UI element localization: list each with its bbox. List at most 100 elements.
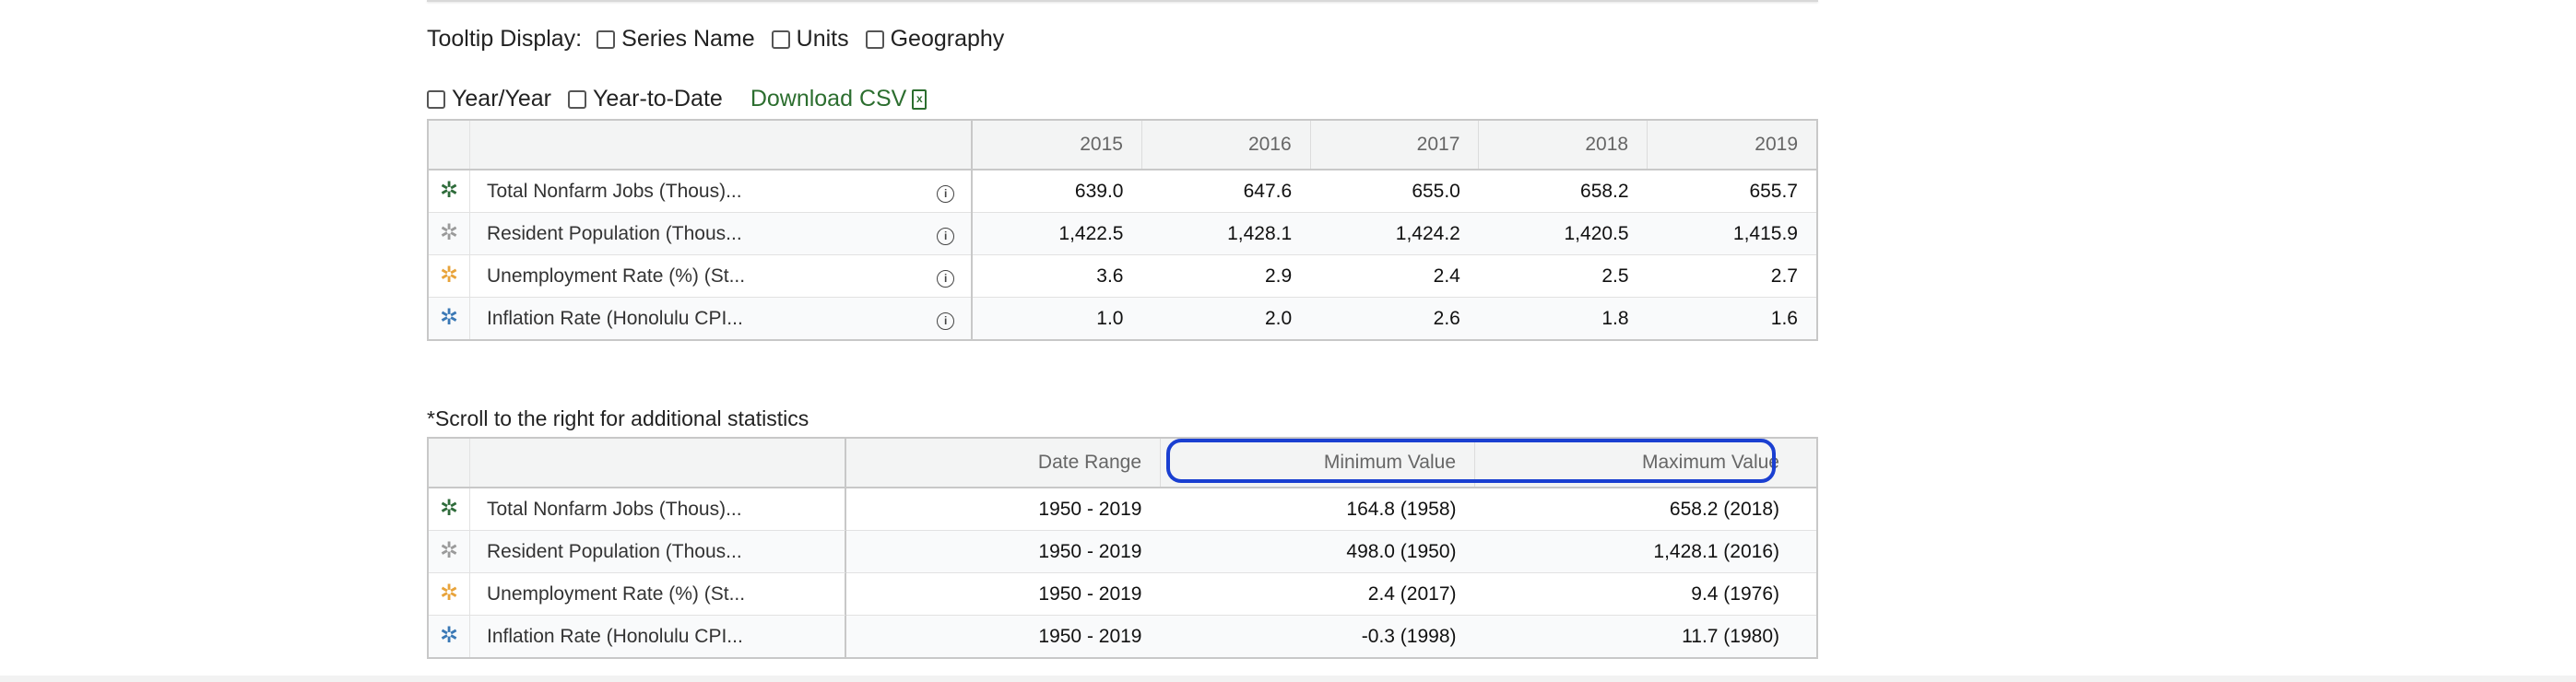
series-info[interactable]: i (927, 170, 974, 213)
series-settings[interactable]: ✲ (428, 254, 470, 298)
units-checkbox[interactable] (771, 29, 790, 49)
series-info[interactable]: i (927, 212, 974, 255)
header-year: 2017 (1309, 120, 1479, 170)
geography-checkbox[interactable] (865, 29, 884, 49)
value-cell: 1.6 (1647, 297, 1817, 340)
spacer-cell (1798, 530, 1817, 573)
header-series (469, 438, 846, 488)
series-name: Inflation Rate (Honolulu CPI... (469, 297, 928, 340)
series-settings[interactable]: ✲ (428, 212, 470, 255)
series-settings[interactable]: ✲ (428, 572, 470, 616)
header-blank (428, 120, 470, 170)
series-name: Total Nonfarm Jobs (Thous)... (469, 488, 846, 531)
year-year-option[interactable]: Year/Year (427, 86, 551, 112)
value-cell: 655.0 (1310, 170, 1479, 213)
year-year-checkbox[interactable] (427, 89, 445, 109)
header-year: 2019 (1647, 120, 1817, 170)
table-row: ✲ Total Nonfarm Jobs (Thous)... 1950 - 2… (428, 488, 1817, 531)
series-settings[interactable]: ✲ (428, 530, 470, 573)
gear-icon[interactable]: ✲ (439, 178, 459, 203)
top-panel-edge (427, 0, 1818, 2)
value-cell: 1,415.9 (1647, 212, 1817, 255)
units-label: Units (796, 26, 849, 52)
yearly-data-table: 2015 2016 2017 2018 2019 ✲ Total Nonfarm… (427, 119, 1818, 341)
header-series (469, 120, 974, 170)
tooltip-geography-option[interactable]: Geography (865, 26, 1004, 53)
gear-icon[interactable]: ✲ (439, 220, 459, 245)
year-to-date-checkbox[interactable] (567, 89, 586, 109)
value-cell: 2.9 (1141, 254, 1311, 298)
series-name: Unemployment Rate (%) (St... (469, 254, 928, 298)
series-settings[interactable]: ✲ (428, 488, 470, 531)
min-value-cell: 498.0 (1950) (1160, 530, 1475, 573)
value-cell: 1,424.2 (1310, 212, 1479, 255)
value-cell: 655.7 (1647, 170, 1817, 213)
series-name: Resident Population (Thous... (469, 212, 928, 255)
info-icon[interactable]: i (937, 269, 955, 288)
value-cell: 2.5 (1478, 254, 1648, 298)
table-row: ✲ Inflation Rate (Honolulu CPI... i 1.0 … (428, 297, 1817, 340)
series-name: Unemployment Rate (%) (St... (469, 572, 846, 616)
header-spacer (1798, 438, 1817, 488)
header-year: 2018 (1478, 120, 1648, 170)
series-name-label: Series Name (621, 26, 755, 52)
info-icon[interactable]: i (937, 312, 955, 330)
statistics-table: Date Range Minimum Value Maximum Value ✲… (427, 437, 1818, 659)
spacer-cell (1798, 488, 1817, 531)
tooltip-units-option[interactable]: Units (771, 26, 849, 53)
spacer-cell (1798, 572, 1817, 616)
table-row: ✲ Unemployment Rate (%) (St... i 3.6 2.9… (428, 254, 1817, 298)
gear-icon[interactable]: ✲ (439, 538, 459, 563)
value-cell: 1,422.5 (972, 212, 1142, 255)
download-csv-label: Download CSV (750, 86, 907, 112)
value-cell: 2.0 (1141, 297, 1311, 340)
date-range-cell: 1950 - 2019 (845, 615, 1161, 658)
tooltip-series-name-option[interactable]: Series Name (597, 26, 755, 53)
value-cell: 1,428.1 (1141, 212, 1311, 255)
gear-icon[interactable]: ✲ (439, 496, 459, 521)
value-cell: 658.2 (1478, 170, 1648, 213)
gear-icon[interactable]: ✲ (439, 581, 459, 606)
scroll-note: *Scroll to the right for additional stat… (427, 406, 809, 430)
series-settings[interactable]: ✲ (428, 297, 470, 340)
table-row: ✲ Resident Population (Thous... 1950 - 2… (428, 530, 1817, 573)
table-header-row: 2015 2016 2017 2018 2019 (428, 120, 1817, 170)
max-value-cell: 1,428.1 (2016) (1474, 530, 1798, 573)
info-icon[interactable]: i (937, 227, 955, 245)
header-blank (428, 438, 470, 488)
series-name-checkbox[interactable] (597, 29, 616, 49)
min-value-cell: -0.3 (1998) (1160, 615, 1475, 658)
value-cell: 3.6 (972, 254, 1142, 298)
year-to-date-label: Year-to-Date (592, 86, 723, 112)
value-cell: 1.0 (972, 297, 1142, 340)
info-icon[interactable]: i (937, 184, 955, 203)
table-options: Year/Year Year-to-Date Download CSV x (427, 86, 928, 112)
header-minimum-value: Minimum Value (1160, 438, 1475, 488)
value-cell: 2.4 (1310, 254, 1479, 298)
year-year-label: Year/Year (452, 86, 551, 112)
table-header-row: Date Range Minimum Value Maximum Value (428, 438, 1817, 488)
bottom-page-edge (0, 676, 2576, 682)
series-name: Inflation Rate (Honolulu CPI... (469, 615, 846, 658)
max-value-cell: 9.4 (1976) (1474, 572, 1798, 616)
table-row: ✲ Inflation Rate (Honolulu CPI... 1950 -… (428, 615, 1817, 658)
table-row: ✲ Unemployment Rate (%) (St... 1950 - 20… (428, 572, 1817, 616)
series-name: Total Nonfarm Jobs (Thous)... (469, 170, 928, 213)
tooltip-display-label: Tooltip Display: (427, 26, 583, 52)
series-info[interactable]: i (927, 254, 974, 298)
download-csv-link[interactable]: Download CSV x (750, 86, 928, 112)
series-settings[interactable]: ✲ (428, 615, 470, 658)
year-to-date-option[interactable]: Year-to-Date (567, 86, 723, 112)
date-range-cell: 1950 - 2019 (845, 572, 1161, 616)
gear-icon[interactable]: ✲ (439, 623, 459, 648)
gear-icon[interactable]: ✲ (439, 263, 459, 288)
series-info[interactable]: i (927, 297, 974, 340)
min-value-cell: 2.4 (2017) (1160, 572, 1475, 616)
spacer-cell (1798, 615, 1817, 658)
value-cell: 639.0 (972, 170, 1142, 213)
header-year: 2015 (972, 120, 1142, 170)
value-cell: 1.8 (1478, 297, 1648, 340)
gear-icon[interactable]: ✲ (439, 305, 459, 330)
header-date-range: Date Range (845, 438, 1161, 488)
series-settings[interactable]: ✲ (428, 170, 470, 213)
